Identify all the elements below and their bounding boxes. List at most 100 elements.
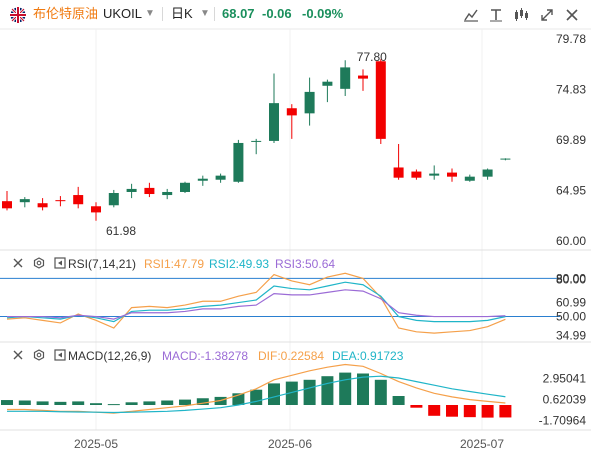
fullscreen-icon[interactable] <box>537 5 557 25</box>
macd-bar <box>1 400 13 405</box>
candle-body <box>55 200 66 202</box>
expand-icon[interactable] <box>54 349 66 361</box>
rsi2-label: RSI2:49.93 <box>209 257 270 271</box>
rsi-tick-label: 34.99 <box>556 329 586 343</box>
date-tick-label: 2025-07 <box>460 437 504 451</box>
rsi3-label: RSI3:50.64 <box>275 257 336 271</box>
settings-icon[interactable] <box>33 349 45 361</box>
candle-body <box>162 191 173 196</box>
date-tick-label: 2025-05 <box>74 437 118 451</box>
settings-icon[interactable] <box>33 257 45 269</box>
price-change-percent: -0.09% <box>302 6 344 21</box>
macd-bar <box>392 396 405 405</box>
macd-bar <box>285 381 298 405</box>
macd-bar <box>463 405 476 418</box>
chart-style-icon[interactable] <box>461 5 481 25</box>
text-tool-icon[interactable] <box>486 5 506 25</box>
candle-body <box>375 61 386 139</box>
candle-body <box>482 169 493 177</box>
price-annotations: 77.80 61.98 <box>106 50 387 238</box>
expand-icon[interactable] <box>54 257 66 269</box>
rsi-line-rsi1 <box>6 272 506 334</box>
macd-tick-label: -1.70964 <box>539 413 587 427</box>
date-tick-label: 2025-06 <box>268 437 312 451</box>
candle-body <box>197 178 208 181</box>
candle-body <box>108 193 119 206</box>
macd-bar <box>410 405 423 408</box>
macd-tick-label: 2.95041 <box>543 371 587 385</box>
macd-bar <box>90 403 102 405</box>
dea-line <box>7 375 506 414</box>
divider <box>214 7 215 21</box>
macd-bar <box>72 401 85 405</box>
collapse-icon[interactable] <box>12 257 24 269</box>
top-bar: 布伦特原油 UKOIL ▼ 日K ▼ 68.07 -0.06 -0.09% <box>0 0 591 28</box>
candle-body <box>340 67 351 89</box>
candle-body <box>215 175 226 180</box>
instrument-symbol[interactable]: UKOIL <box>103 6 143 21</box>
rsi-tick-label: 60.99 <box>556 296 586 310</box>
macd-bar <box>499 405 512 418</box>
macd-bar <box>107 404 120 406</box>
candle-body <box>322 81 333 86</box>
candle-body <box>126 188 137 192</box>
timeframe-selector[interactable]: 日K <box>171 6 193 21</box>
candle-body <box>447 172 457 177</box>
macd-bar <box>143 401 156 405</box>
macd-bar <box>125 402 138 405</box>
instrument-name[interactable]: 布伦特原油 <box>33 6 99 21</box>
macd-bar <box>303 379 316 405</box>
candle-body <box>19 199 30 203</box>
candle-body <box>2 201 12 209</box>
candle-body <box>429 173 440 176</box>
grid-lines <box>0 28 591 431</box>
macd-value-label: MACD:-1.38278 <box>162 349 249 363</box>
macd-bar <box>196 398 209 405</box>
price-tick-label: 60.00 <box>556 234 586 248</box>
rsi-tick-label: 80.00 <box>556 272 586 286</box>
timeframe-dropdown-icon[interactable]: ▼ <box>200 8 210 19</box>
rsi-tick-label: 50.00 <box>556 310 586 324</box>
macd-bar <box>54 401 67 405</box>
low-annotation: 61.98 <box>106 224 136 238</box>
rsi-line-rsi3 <box>7 289 506 320</box>
candle-body <box>358 75 368 79</box>
macd-bar <box>357 373 369 405</box>
candle-body <box>91 206 101 213</box>
candle-body <box>464 176 475 181</box>
macd-bar <box>428 405 441 416</box>
candle-body <box>73 195 84 205</box>
price-tick-label: 64.95 <box>556 183 586 197</box>
candle-body <box>144 187 155 195</box>
macd-title: MACD(12,26,9) <box>68 349 152 363</box>
date-axis: 2025-05 2025-06 2025-07 <box>74 437 504 451</box>
collapse-icon[interactable] <box>12 349 24 361</box>
candle-body <box>233 142 244 182</box>
macd-lines <box>7 363 506 414</box>
macd-bar <box>339 372 352 405</box>
candle-body <box>269 103 279 141</box>
divider <box>162 7 163 21</box>
rsi-reference-lines <box>0 277 560 318</box>
candle-body <box>500 158 511 160</box>
macd-bar <box>18 400 31 405</box>
last-price: 68.07 <box>222 6 255 21</box>
close-icon[interactable] <box>562 5 582 25</box>
macd-bar <box>446 405 458 417</box>
rsi-title: RSI(7,14,21) <box>68 257 137 271</box>
rsi-line-rsi2 <box>6 281 506 323</box>
symbol-dropdown-icon[interactable]: ▼ <box>145 8 155 19</box>
price-change: -0.06 <box>262 6 292 21</box>
candle-body <box>251 140 262 142</box>
candle-body <box>180 182 190 192</box>
instrument-flag-icon <box>10 7 26 27</box>
macd-bar <box>161 400 174 405</box>
candle-body <box>37 203 48 208</box>
candle-body <box>411 171 422 178</box>
macd-bar <box>232 393 245 405</box>
price-tick-label: 74.83 <box>556 83 586 97</box>
indicators-icon[interactable] <box>511 5 531 25</box>
macd-tick-label: 0.62039 <box>543 392 587 406</box>
